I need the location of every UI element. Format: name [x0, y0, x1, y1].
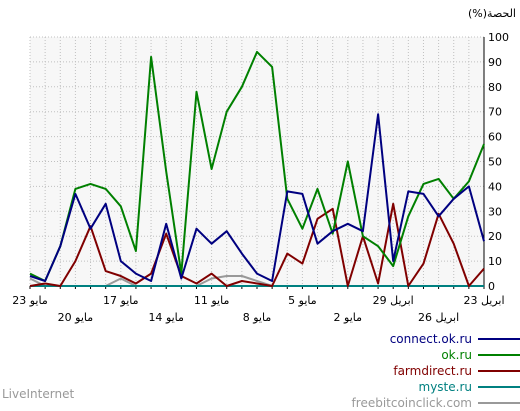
legend-label: ok.ru — [441, 348, 472, 362]
legend-label: freebitcoinclick.com — [351, 396, 472, 410]
legend-item: freebitcoinclick.com — [352, 395, 520, 411]
x-tick-label: 26 ابريل — [418, 311, 459, 324]
x-tick-label: 20 مايو — [58, 311, 94, 324]
y-tick-label: 0 — [488, 280, 495, 293]
legend-item: myste.ru — [352, 379, 520, 395]
y-tick-label: 100 — [488, 31, 509, 44]
x-tick-label: 17 مايو — [103, 294, 139, 307]
chart-plot: 0 10 20 30 40 50 60 70 80 90 100 (%)الحصة 23 مايو 17 … — [12, 7, 516, 324]
series-line-connect-ok-ru — [29, 113, 485, 282]
x-tick-label: 23 ابريل — [463, 294, 504, 307]
x-tick-label: 29 ابريل — [373, 294, 414, 307]
x-tick-label: 23 مايو — [12, 294, 48, 307]
legend-swatch — [478, 402, 520, 404]
legend-swatch — [478, 354, 520, 356]
chart-legend: connect.ok.ru ok.ru farmdirect.ru myste.ru f… — [352, 331, 520, 411]
x-tick-label: 5 مايو — [288, 294, 317, 307]
y-tick-label: 60 — [488, 131, 502, 144]
liveinternet-brand: LiveInternet — [2, 387, 75, 401]
y-tick-label: 30 — [488, 205, 502, 218]
y-tick-label: 90 — [488, 56, 502, 69]
legend-item: connect.ok.ru — [352, 331, 520, 347]
x-tick-label: 8 مايو — [243, 311, 272, 324]
y-tick-label: 80 — [488, 81, 502, 94]
y-tick-label: 50 — [488, 156, 502, 169]
series-line-farmdirect-ru — [29, 202, 485, 287]
y-tick-label: 20 — [488, 230, 502, 243]
series-line-ok-ru — [29, 50, 485, 282]
y-tick-label: 40 — [488, 180, 502, 193]
legend-swatch — [478, 386, 520, 388]
x-tick-label: 2 مايو — [334, 311, 363, 324]
legend-swatch — [478, 338, 520, 340]
y-tick-label: 10 — [488, 255, 502, 268]
y-axis-title: (%)الحصة — [468, 7, 516, 20]
legend-swatch — [478, 370, 520, 372]
x-tick-label: 14 مايو — [148, 311, 184, 324]
legend-label: farmdirect.ru — [393, 364, 472, 378]
y-tick-label: 70 — [488, 106, 502, 119]
legend-label: myste.ru — [418, 380, 472, 394]
legend-item: ok.ru — [352, 347, 520, 363]
x-tick-label: 11 مايو — [194, 294, 230, 307]
legend-item: farmdirect.ru — [352, 363, 520, 379]
legend-label: connect.ok.ru — [389, 332, 472, 346]
